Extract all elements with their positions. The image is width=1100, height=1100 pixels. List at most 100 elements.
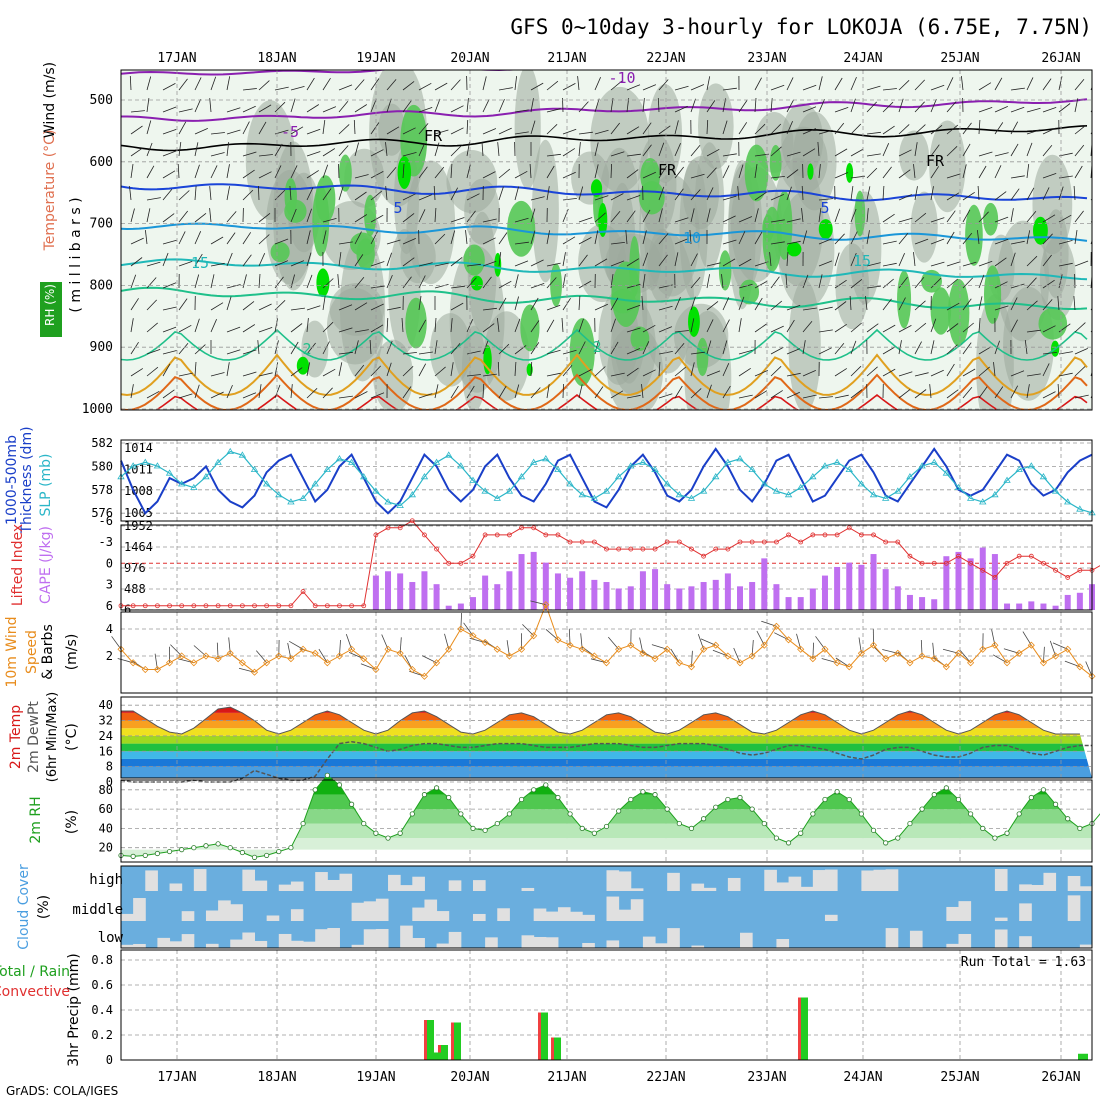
wind-barb	[1042, 187, 1050, 201]
wind-barb	[433, 185, 436, 201]
cloud-cell	[230, 904, 243, 921]
wind-barb	[162, 350, 177, 355]
wind-barb	[146, 76, 152, 91]
slp-marker	[190, 483, 198, 490]
wind-barb	[642, 369, 656, 377]
wind-barb	[978, 165, 987, 179]
wind-barb	[962, 277, 973, 289]
rh-blob	[531, 139, 559, 283]
rh-blob-moist	[270, 241, 290, 263]
wind-barb	[402, 352, 417, 355]
slp-marker	[360, 473, 368, 480]
wind-barb	[690, 173, 705, 179]
wind-barb	[706, 384, 712, 399]
wind-barb	[306, 362, 311, 377]
wind-barb	[626, 394, 641, 399]
rh-blob-moist	[639, 181, 665, 215]
rh-marker	[142, 852, 148, 859]
wind-barb	[402, 81, 415, 91]
cloud-cell	[230, 939, 243, 948]
wind-barb	[130, 125, 143, 135]
cloud-cell	[885, 928, 899, 948]
wind-barb	[322, 218, 337, 223]
wind-barb	[177, 163, 180, 179]
cape-bar	[1004, 603, 1011, 610]
axis-label: 3hr Precip (mm)	[66, 953, 82, 1066]
wind-barb	[786, 391, 800, 399]
wind-barb	[850, 175, 865, 179]
wind-barb	[162, 106, 177, 113]
wind-barb	[194, 99, 202, 113]
axis-label: Temperature (°C)	[42, 130, 58, 252]
wind-barb	[465, 230, 468, 245]
wind-barb	[642, 144, 652, 157]
cloud-cell	[400, 885, 413, 891]
rh-marker	[518, 796, 525, 803]
wind-barb	[754, 370, 768, 377]
slp-marker	[639, 458, 647, 465]
wind-barb	[274, 260, 289, 267]
wind-barb	[194, 384, 200, 399]
wind-barb	[226, 252, 233, 267]
wind-barb	[338, 362, 343, 377]
tick-label: 6	[106, 599, 113, 613]
wind-barb	[162, 239, 177, 245]
wind-barb	[274, 318, 278, 333]
axis-label: 10m Wind	[4, 616, 20, 687]
wind-barb	[162, 326, 177, 333]
wind-barb	[514, 345, 527, 355]
wind-barb	[786, 240, 801, 245]
cloud-cell	[582, 942, 595, 948]
wind-barb	[466, 164, 471, 179]
slp-marker	[517, 473, 526, 480]
wind-barb	[1010, 319, 1018, 333]
cloud-cell	[436, 911, 450, 921]
wind-barb	[930, 217, 945, 223]
slp-marker	[675, 491, 684, 498]
wind-barb	[930, 124, 943, 135]
wind-barb	[242, 88, 257, 91]
cape-bar	[482, 575, 489, 610]
li-marker	[992, 575, 998, 580]
rh-marker	[531, 787, 537, 793]
wind-barb	[658, 186, 665, 201]
wind-barb	[722, 239, 737, 245]
cape-bar	[943, 556, 950, 610]
wind-barb	[674, 330, 689, 333]
wind-barb	[706, 340, 712, 355]
li-marker	[616, 546, 622, 552]
cape-bar	[846, 562, 853, 610]
wind-barb	[850, 389, 863, 399]
slp-marker	[396, 501, 404, 508]
wind-barb	[306, 252, 312, 267]
wind-barb	[754, 208, 759, 223]
wind-barb-10m	[463, 622, 474, 636]
rh-marker	[640, 789, 646, 795]
wind-barb	[146, 322, 158, 333]
wind-barb	[338, 351, 353, 355]
profile-frame	[120, 69, 1093, 411]
cape-bar	[385, 571, 392, 610]
tick-label: 500	[90, 93, 113, 108]
precip-conv-bar	[798, 997, 801, 1060]
cape-bar	[979, 547, 986, 610]
wind-barb	[1042, 233, 1053, 245]
cape-bar	[494, 584, 501, 610]
wind-barb	[962, 322, 974, 333]
wind-barb	[322, 321, 334, 333]
wind-barb	[530, 361, 533, 377]
wind-barb	[130, 341, 139, 355]
wind-barb	[1042, 299, 1053, 311]
wind-barb	[386, 252, 392, 267]
wind-barb	[722, 385, 731, 399]
wind-barb	[242, 151, 257, 157]
thickness-frame	[120, 439, 1093, 522]
wind-barb	[738, 122, 748, 135]
wind-barb	[562, 148, 576, 157]
li-marker	[786, 532, 791, 538]
rh-marker	[773, 835, 780, 841]
rh-marker	[834, 789, 840, 795]
wind-barb	[514, 296, 519, 311]
wind-barb	[402, 193, 416, 201]
